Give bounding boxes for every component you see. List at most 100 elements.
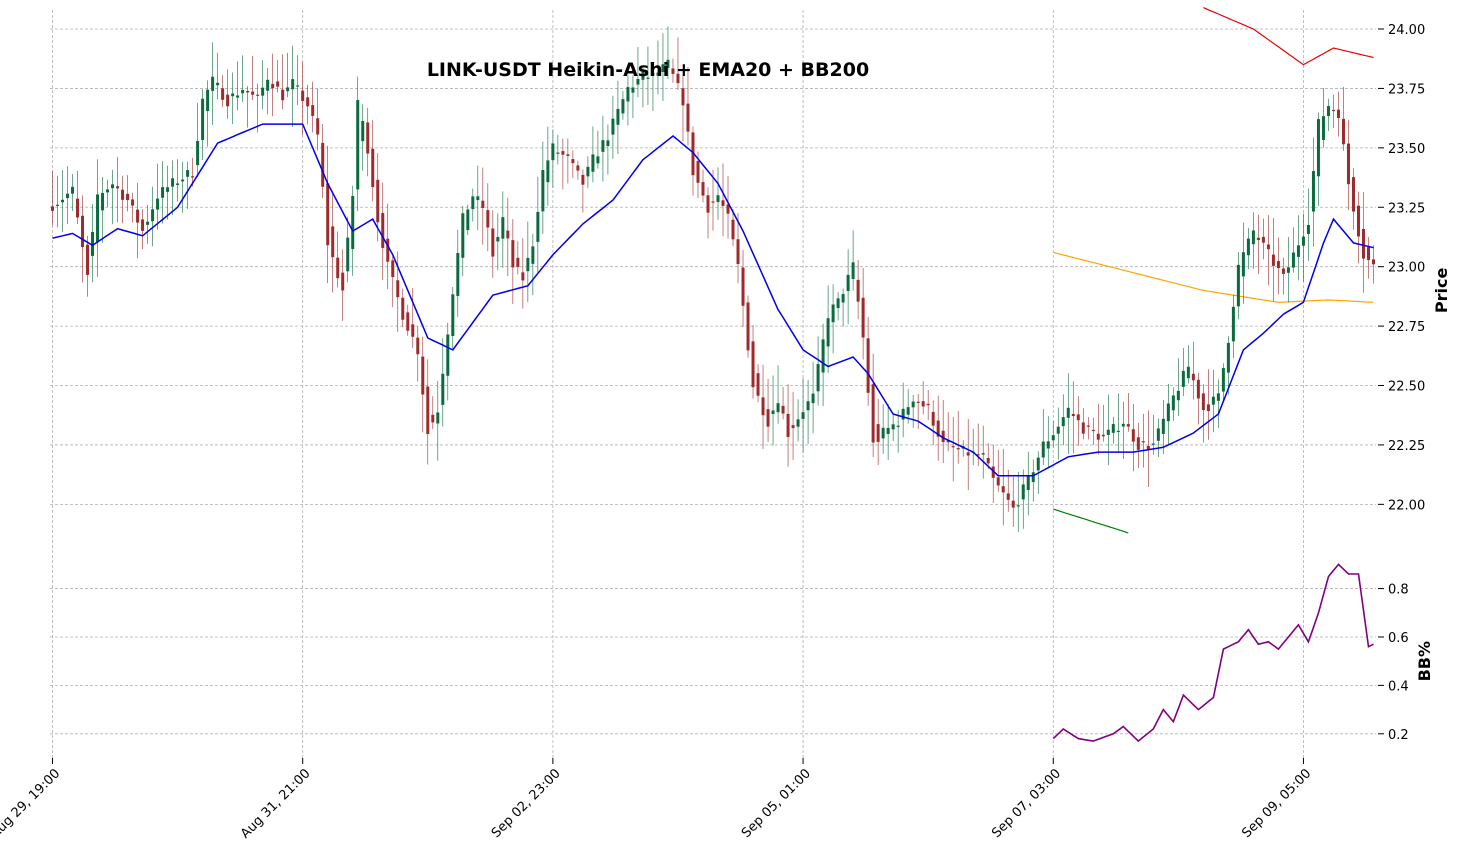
- candle-body: [276, 81, 280, 87]
- candle-body: [401, 297, 405, 320]
- candle-body: [1111, 424, 1115, 433]
- candle-body: [991, 466, 995, 478]
- candle-body: [196, 140, 200, 166]
- candle-body: [926, 403, 930, 406]
- candle-body: [461, 213, 465, 258]
- candle-body: [521, 272, 525, 281]
- candle-body: [916, 401, 920, 403]
- candle-body: [501, 217, 505, 239]
- candle-body: [1131, 429, 1135, 442]
- candle-body: [101, 192, 105, 211]
- candle-body: [861, 297, 865, 338]
- candle-body: [191, 176, 195, 178]
- candle-body: [681, 88, 685, 106]
- candle-body: [361, 121, 365, 142]
- candle-body: [406, 312, 410, 331]
- candle-body: [1266, 244, 1270, 250]
- candle-body: [1151, 443, 1155, 445]
- candle-body: [181, 179, 185, 182]
- candle-body: [996, 477, 1000, 486]
- candle-body: [691, 132, 695, 176]
- grid-lines: [50, 10, 1376, 758]
- candle-body: [156, 198, 160, 210]
- candle-body: [1026, 475, 1030, 490]
- candle-body: [666, 59, 670, 68]
- candle-body: [56, 204, 60, 206]
- candle-body: [176, 183, 180, 185]
- candle-body: [651, 72, 655, 76]
- candle-body: [1316, 119, 1320, 177]
- candle-body: [1211, 396, 1215, 405]
- x-tick-label: Sep 09, 05:00: [1239, 766, 1314, 841]
- candle-body: [381, 212, 385, 248]
- price-tick-label: 24.00: [1388, 23, 1425, 38]
- candle-body: [1051, 435, 1055, 441]
- candle-body: [1251, 230, 1255, 245]
- candle-body: [296, 85, 300, 87]
- candle-body: [1221, 368, 1225, 392]
- candle-body: [1091, 429, 1095, 432]
- candle-body: [1326, 106, 1330, 117]
- candle-body: [536, 211, 540, 242]
- candle-body: [421, 356, 425, 395]
- x-tick-label: Sep 05, 01:00: [739, 766, 814, 841]
- bbp-axis-label: BB%: [1415, 641, 1434, 681]
- candle-body: [941, 430, 945, 442]
- candle-body: [121, 189, 125, 200]
- candle-body: [921, 401, 925, 407]
- candle-body: [1291, 252, 1295, 268]
- candle-body: [131, 199, 135, 206]
- candle-body: [636, 78, 640, 85]
- candle-body: [1101, 434, 1105, 437]
- candle-body: [1321, 116, 1325, 140]
- candle-body: [1351, 177, 1355, 212]
- candle-body: [1136, 437, 1140, 450]
- candle-body: [491, 228, 495, 257]
- candle-body: [726, 204, 730, 214]
- candle-body: [231, 93, 235, 97]
- candle-body: [1021, 484, 1025, 500]
- candle-body: [646, 77, 650, 79]
- bb-mid-line: [1053, 251, 1374, 303]
- candle-body: [506, 230, 510, 239]
- x-tick-label: Sep 07, 03:00: [989, 766, 1064, 841]
- chart-title: LINK-USDT Heikin-Ashi + EMA20 + BB200: [427, 59, 869, 81]
- candle-body: [91, 231, 95, 256]
- candle-body: [1276, 261, 1280, 269]
- candle-body: [1161, 418, 1165, 434]
- candle-body: [1181, 370, 1185, 387]
- price-tick-label: 23.00: [1388, 261, 1425, 276]
- candle-body: [1086, 425, 1090, 427]
- candle-body: [1166, 403, 1170, 422]
- candle-body: [431, 414, 435, 423]
- candle-body: [311, 105, 315, 116]
- candle-body: [1281, 268, 1285, 274]
- candle-body: [771, 410, 775, 415]
- candle-body: [476, 196, 480, 201]
- candle-body: [81, 215, 85, 248]
- candle-body: [591, 154, 595, 172]
- candle-body: [246, 90, 250, 93]
- candle-body: [891, 424, 895, 430]
- candle-body: [496, 237, 500, 242]
- candle-body: [141, 219, 145, 231]
- candle-body: [416, 337, 420, 355]
- candle-body: [366, 122, 370, 154]
- candle-body: [856, 279, 860, 302]
- candle-body: [251, 91, 255, 95]
- candle-body: [596, 156, 600, 164]
- candle-body: [531, 246, 535, 264]
- candle-body: [611, 118, 615, 135]
- candle-body: [746, 302, 750, 351]
- candle-body: [281, 89, 285, 101]
- candle-body: [186, 170, 190, 177]
- x-tick-label: Aug 31, 21:00: [238, 766, 314, 842]
- candle-body: [66, 193, 70, 199]
- candle-body: [911, 401, 915, 408]
- candle-body: [441, 373, 445, 405]
- candle-body: [706, 195, 710, 213]
- candle-body: [966, 452, 970, 456]
- candle-body: [386, 238, 390, 262]
- price-tick-label: 23.75: [1388, 82, 1425, 97]
